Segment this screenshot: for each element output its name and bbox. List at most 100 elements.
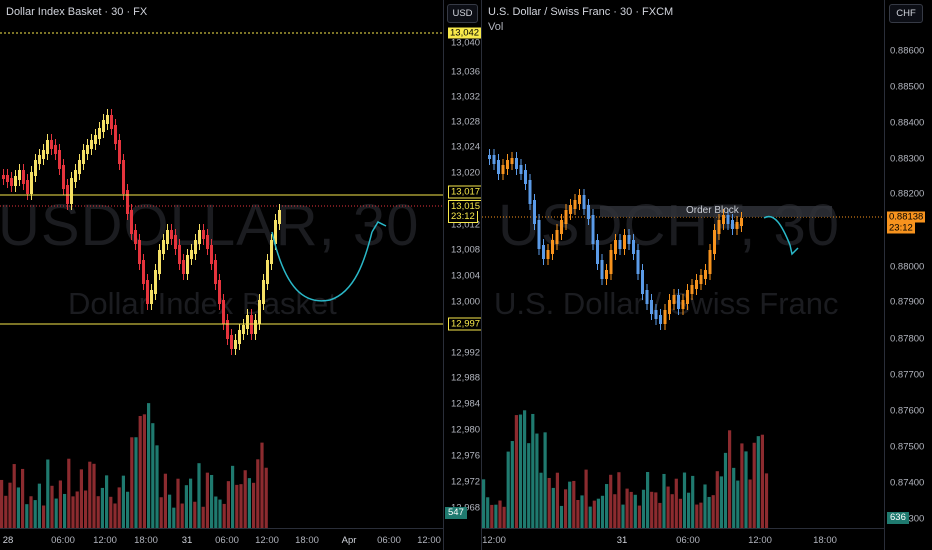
volume-bar: [247, 478, 251, 528]
candle: [174, 235, 177, 249]
right-y-tick: 0.87800: [890, 333, 925, 345]
volume-bar: [621, 504, 625, 528]
left-chart-canvas[interactable]: [0, 0, 443, 528]
candle: [222, 300, 225, 324]
candle: [690, 285, 694, 294]
candle: [98, 128, 101, 139]
left-y-tick: 12,992: [451, 347, 481, 359]
volume-bar: [58, 480, 62, 528]
candle: [238, 330, 241, 344]
left-y-tick: 12,976: [451, 450, 481, 462]
left-top-price-tag: 13,042: [448, 27, 481, 39]
left-current-price-tag: 13,015: [448, 200, 481, 212]
volume-bar: [54, 498, 58, 528]
volume-bar: [670, 494, 674, 528]
candle: [234, 340, 237, 349]
volume-bar: [572, 480, 576, 528]
candle: [38, 155, 41, 164]
left-x-tick: 06:00: [377, 535, 401, 546]
volume-bar: [641, 489, 646, 528]
left-y-tick: 13,012: [451, 219, 481, 231]
candle: [146, 280, 149, 304]
left-countdown-tag: 23:12: [448, 211, 478, 223]
right-y-tick: 0.87700: [890, 369, 925, 381]
left-x-tick: 12:00: [255, 535, 279, 546]
volume-bar: [691, 475, 695, 528]
candle: [537, 220, 541, 249]
right-price-axis[interactable]: CHF 0.88600 0.88500 0.88400 0.88300 0.88200 0…: [884, 0, 932, 550]
volume-bar: [243, 470, 247, 528]
candle: [713, 230, 716, 254]
volume-bar: [490, 504, 494, 528]
volume-bar: [555, 472, 559, 528]
left-x-tick: 18:00: [295, 535, 319, 546]
candle: [18, 170, 21, 180]
right-current-price-tag: 0.88138: [887, 211, 926, 223]
volume-bar: [662, 473, 666, 528]
volume-bar: [37, 483, 41, 528]
candle: [672, 295, 676, 304]
volume-bar: [180, 503, 184, 528]
candle: [618, 240, 622, 249]
volume-bar: [535, 433, 539, 528]
volume-bar: [84, 490, 88, 528]
right-currency-button[interactable]: CHF: [889, 4, 923, 23]
right-y-tick: 0.88300: [890, 153, 925, 165]
volume-bar: [498, 500, 502, 528]
volume-bar: [50, 485, 54, 528]
candle: [218, 280, 221, 304]
volume-bar: [564, 489, 568, 528]
volume-bar: [547, 477, 551, 528]
volume-bar: [539, 472, 543, 528]
left-currency-button[interactable]: USD: [447, 4, 478, 23]
volume-bar: [510, 441, 514, 528]
volume-bar: [252, 482, 256, 528]
volume-bar: [740, 443, 744, 528]
candle: [278, 210, 281, 224]
volume-bar: [736, 480, 740, 528]
left-price-axis[interactable]: USD 13,040 13,036 13,032 13,028 13,024 13,020…: [443, 0, 481, 550]
volume-bar: [109, 496, 113, 528]
candle: [623, 235, 626, 249]
right-y-tick: 0.88400: [890, 117, 925, 129]
candle: [740, 218, 743, 226]
right-y-tick: 0.88000: [890, 261, 925, 273]
volume-bar: [588, 506, 592, 528]
right-chart-pane[interactable]: USDCHF, 30 U.S. Dollar / Swiss Franc U.S…: [482, 0, 932, 550]
volume-bar: [559, 505, 564, 528]
candle: [582, 195, 586, 209]
volume-bar: [719, 476, 723, 528]
right-y-tick: 0.88500: [890, 81, 925, 93]
candle: [501, 165, 505, 174]
candle: [142, 260, 145, 284]
right-chart-canvas[interactable]: [482, 0, 884, 528]
left-y-tick: 12,984: [451, 398, 481, 410]
left-chart-title: Dollar Index Basket · 30 · FX: [6, 6, 148, 18]
candle: [686, 290, 689, 304]
left-chart-pane[interactable]: USDOLLAR, 30 Dollar Index Basket Dollar …: [0, 0, 481, 550]
candle: [258, 300, 261, 324]
candle: [254, 320, 257, 334]
volume-bar: [138, 415, 142, 528]
volume-bar: [592, 500, 596, 528]
left-y-tick: 13,000: [451, 296, 481, 308]
candle: [82, 150, 85, 164]
left-x-tick: 12:00: [93, 535, 117, 546]
volume-bar: [168, 494, 172, 528]
candle: [2, 175, 5, 179]
candle: [202, 230, 205, 239]
volume-bar: [218, 499, 222, 528]
volume-bar: [67, 458, 71, 528]
candle: [515, 158, 518, 169]
candle: [695, 280, 698, 289]
candle: [717, 220, 721, 234]
volume-bar: [551, 487, 555, 528]
candle: [46, 140, 49, 154]
volume-bar: [105, 475, 109, 528]
left-y-tick: 13,032: [451, 91, 481, 103]
left-y-tick: 13,036: [451, 66, 481, 78]
candle: [226, 320, 229, 339]
candle: [528, 180, 532, 204]
volume-bar: [682, 472, 687, 528]
volume-bar: [744, 451, 748, 528]
